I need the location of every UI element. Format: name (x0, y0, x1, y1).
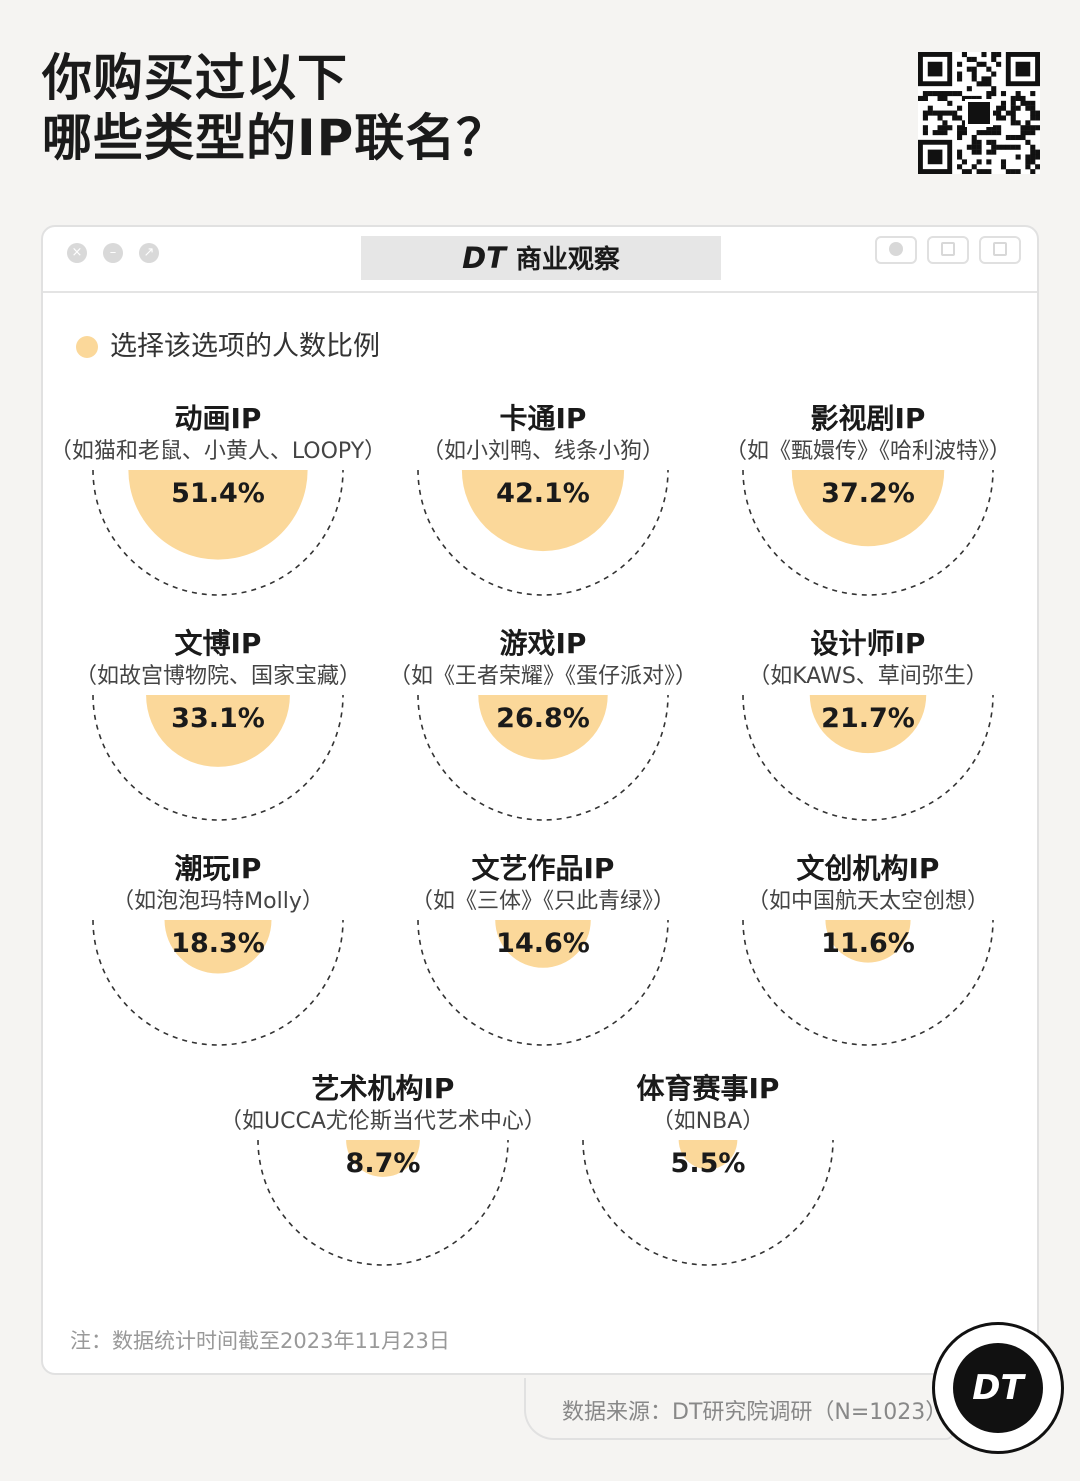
brand-bar: DT 商业观察 (361, 236, 721, 280)
chart-item: 卡通IP （如小刘鸭、线条小狗） 42.1% (417, 402, 669, 596)
reference-outline (582, 1139, 834, 1266)
category-label: 影视剧IP (811, 402, 926, 435)
reference-outline (417, 919, 669, 1046)
copy-icon (979, 236, 1021, 264)
value-label: 42.1% (496, 478, 590, 509)
category-examples: （如KAWS、草间弥生） (748, 664, 988, 689)
category-examples: （如《甄嬛传》《哈利波特》） (725, 439, 1011, 464)
category-examples: （如故宫博物院、国家宝藏） (75, 664, 361, 689)
share-icon (927, 236, 969, 264)
chart-item: 设计师IP （如KAWS、草间弥生） 21.7% (742, 627, 994, 821)
source-tab (524, 1378, 954, 1440)
value-semicircle (478, 695, 608, 760)
value-label: 33.1% (171, 703, 265, 734)
qr-code (918, 52, 1040, 174)
record-icon (875, 236, 917, 264)
value-label: 14.6% (496, 928, 590, 959)
category-examples: （如NBA） (652, 1109, 765, 1134)
page-title-line2: 哪些类型的IP联名？ (42, 109, 508, 167)
category-label: 文创机构IP (797, 852, 940, 885)
value-semicircle (346, 1140, 420, 1177)
category-label: 潮玩IP (175, 852, 262, 885)
category-examples: （如小刘鸭、线条小狗） (422, 439, 664, 464)
category-label: 游戏IP (500, 627, 587, 660)
chart-item: 游戏IP （如《王者荣耀》《蛋仔派对》） 26.8% (389, 627, 697, 821)
expand-icon: ↗ (139, 243, 159, 263)
value-semicircle (164, 920, 272, 974)
dt-badge: DT (932, 1322, 1064, 1454)
close-icon: × (67, 243, 87, 263)
value-semicircle (495, 920, 591, 968)
chart-item: 文艺作品IP （如《三体》《只此青绿》） 14.6% (411, 852, 675, 1046)
reference-outline (742, 694, 994, 821)
window-titlebar: × – ↗ DT 商业观察 (43, 227, 1037, 293)
chart-item: 潮玩IP （如泡泡玛特Molly） 18.3% (92, 852, 344, 1046)
category-label: 体育赛事IP (637, 1072, 780, 1105)
category-label: 文艺作品IP (472, 852, 615, 885)
value-semicircle (825, 920, 911, 963)
chart-item: 体育赛事IP （如NBA） 5.5% (582, 1072, 834, 1266)
category-examples: （如《王者荣耀》《蛋仔派对》） (389, 664, 697, 689)
page-title: 你购买过以下 哪些类型的IP联名？ (42, 48, 507, 168)
category-examples: （如泡泡玛特Molly） (112, 889, 324, 914)
reference-outline (742, 469, 994, 596)
chart-legend: 选择该选项的人数比例 (76, 330, 380, 364)
dt-badge-logo: DT (953, 1343, 1043, 1433)
value-label: 26.8% (496, 703, 590, 734)
legend-swatch (76, 336, 98, 358)
reference-outline (417, 694, 669, 821)
value-semicircle (678, 1140, 738, 1170)
data-source: 数据来源：DT研究院调研（N=1023） (562, 1400, 948, 1425)
footnote: 注：数据统计时间截至2023年11月23日 (70, 1329, 450, 1353)
minimize-icon: – (103, 243, 123, 263)
category-examples: （如UCCA尤伦斯当代艺术中心） (220, 1109, 546, 1134)
value-label: 51.4% (171, 478, 265, 509)
chart-item: 文创机构IP （如中国航天太空创想） 11.6% (742, 852, 994, 1046)
reference-outline (92, 694, 344, 821)
reference-outline (92, 919, 344, 1046)
reference-outline (417, 469, 669, 596)
category-label: 文博IP (175, 627, 262, 660)
category-examples: （如中国航天太空创想） (747, 889, 989, 914)
value-semicircle (128, 470, 308, 560)
value-label: 5.5% (671, 1148, 746, 1179)
chart-item: 动画IP （如猫和老鼠、小黄人、LOOPY） 51.4% (50, 402, 386, 596)
category-label: 艺术机构IP (312, 1072, 455, 1105)
value-semicircle (461, 470, 625, 552)
reference-outline (92, 469, 344, 596)
category-label: 设计师IP (811, 627, 926, 660)
value-semicircle (146, 695, 290, 767)
value-label: 18.3% (171, 928, 265, 959)
legend-label: 选择该选项的人数比例 (110, 331, 380, 362)
chart-item: 艺术机构IP （如UCCA尤伦斯当代艺术中心） 8.7% (220, 1072, 546, 1266)
browser-window: × – ↗ DT 商业观察 (41, 225, 1039, 1375)
category-label: 动画IP (175, 402, 262, 435)
value-semicircle (809, 695, 927, 754)
value-label: 37.2% (821, 478, 915, 509)
category-examples: （如《三体》《只此青绿》） (411, 889, 675, 914)
brand-name: 商业观察 (515, 245, 620, 275)
value-semicircle (791, 470, 945, 547)
category-label: 卡通IP (500, 402, 587, 435)
value-label: 8.7% (346, 1148, 421, 1179)
dt-logo: DT (462, 241, 506, 275)
chart-item: 文博IP （如故宫博物院、国家宝藏） 33.1% (75, 627, 361, 821)
value-label: 21.7% (821, 703, 915, 734)
reference-outline (742, 919, 994, 1046)
category-examples: （如猫和老鼠、小黄人、LOOPY） (50, 439, 386, 464)
value-label: 11.6% (821, 928, 915, 959)
chart-item: 影视剧IP （如《甄嬛传》《哈利波特》） 37.2% (725, 402, 1011, 596)
reference-outline (257, 1139, 509, 1266)
page-title-line1: 你购买过以下 (42, 49, 348, 107)
